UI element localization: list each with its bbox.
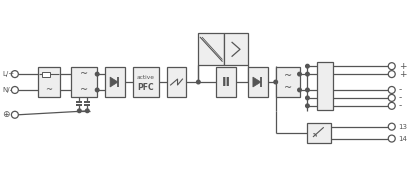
Circle shape <box>298 88 301 92</box>
Circle shape <box>388 86 395 93</box>
Text: N/-: N/- <box>2 87 12 93</box>
Text: ~: ~ <box>284 83 292 93</box>
Circle shape <box>388 102 395 109</box>
Text: ⊕: ⊕ <box>2 110 9 119</box>
Circle shape <box>306 96 309 100</box>
Polygon shape <box>110 77 118 87</box>
Text: ~: ~ <box>284 71 292 81</box>
Circle shape <box>78 109 81 113</box>
Circle shape <box>86 109 89 113</box>
Text: +: + <box>399 70 406 79</box>
Bar <box>42 72 50 77</box>
Text: -: - <box>399 93 402 102</box>
Text: PFC: PFC <box>137 83 154 92</box>
Circle shape <box>306 104 309 108</box>
Text: ~: ~ <box>80 69 89 79</box>
Bar <box>308 123 331 143</box>
Circle shape <box>197 80 200 84</box>
Text: ~: ~ <box>80 85 89 95</box>
Text: 14: 14 <box>399 136 408 142</box>
Circle shape <box>388 123 395 130</box>
Circle shape <box>11 71 18 78</box>
Polygon shape <box>253 77 261 87</box>
Bar <box>133 67 159 97</box>
Bar <box>317 62 333 110</box>
Circle shape <box>306 88 309 92</box>
Text: ~: ~ <box>45 85 52 94</box>
Bar <box>198 33 224 65</box>
Circle shape <box>11 111 18 118</box>
Text: -: - <box>399 101 402 110</box>
Bar <box>105 67 125 97</box>
Bar <box>276 67 299 97</box>
Bar <box>248 67 268 97</box>
Circle shape <box>306 72 309 76</box>
Text: active: active <box>137 75 155 80</box>
Circle shape <box>388 63 395 70</box>
Bar <box>166 67 186 97</box>
Circle shape <box>95 72 99 76</box>
Text: -: - <box>399 85 402 94</box>
Text: +: + <box>399 62 406 71</box>
Circle shape <box>388 94 395 101</box>
Circle shape <box>274 80 277 84</box>
Circle shape <box>388 135 395 142</box>
Bar <box>224 33 248 65</box>
Text: L/+: L/+ <box>2 71 14 77</box>
Bar <box>38 67 60 97</box>
Circle shape <box>95 88 99 92</box>
Bar <box>216 67 236 97</box>
Circle shape <box>306 64 309 68</box>
Bar <box>71 67 97 97</box>
Text: 13: 13 <box>399 124 408 130</box>
Text: II: II <box>222 76 231 89</box>
Circle shape <box>11 86 18 93</box>
Circle shape <box>298 72 301 76</box>
Circle shape <box>388 71 395 78</box>
